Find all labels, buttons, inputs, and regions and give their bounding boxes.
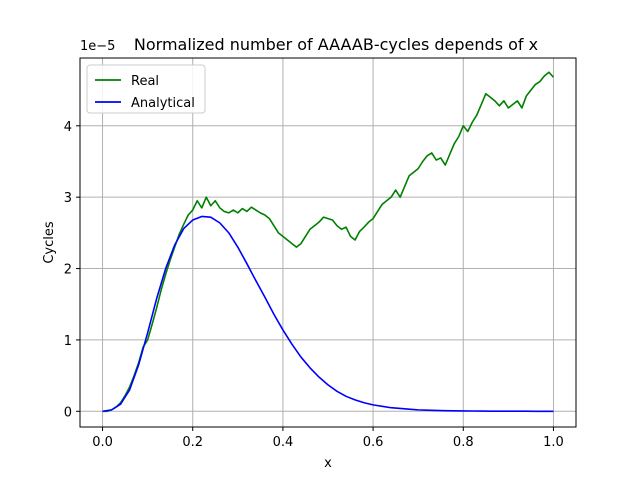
legend: Real Analytical [86,64,206,114]
legend-label-analytical: Analytical [131,96,195,111]
series-layer [102,71,555,413]
series-line-analytical [102,215,554,413]
plot-frame [79,57,577,428]
y-tick-label: 0 [64,405,72,420]
chart-title: Normalized number of AAAAB-cycles depend… [134,35,538,54]
tick-layer: 0.0 0.2 0.4 0.6 0.8 1.0 0 1 2 3 4 [64,120,564,450]
x-tick-label: 0.0 [92,435,113,450]
y-axis-label: Cycles [42,221,57,264]
y-tick-label: 4 [64,120,72,135]
x-tick-label: 0.4 [273,435,294,450]
grid-layer [80,58,576,427]
y-axis-offset-text: 1e−5 [80,39,115,54]
y-tick-label: 3 [64,191,72,206]
x-axis-label: x [324,456,332,471]
legend-label-real: Real [131,74,159,89]
y-tick-label: 2 [64,263,72,278]
x-tick-label: 1.0 [543,435,564,450]
legend-box [86,64,206,114]
x-tick-label: 0.6 [363,435,384,450]
x-tick-label: 0.8 [453,435,474,450]
y-tick-label: 1 [64,334,72,349]
x-tick-label: 0.2 [182,435,203,450]
